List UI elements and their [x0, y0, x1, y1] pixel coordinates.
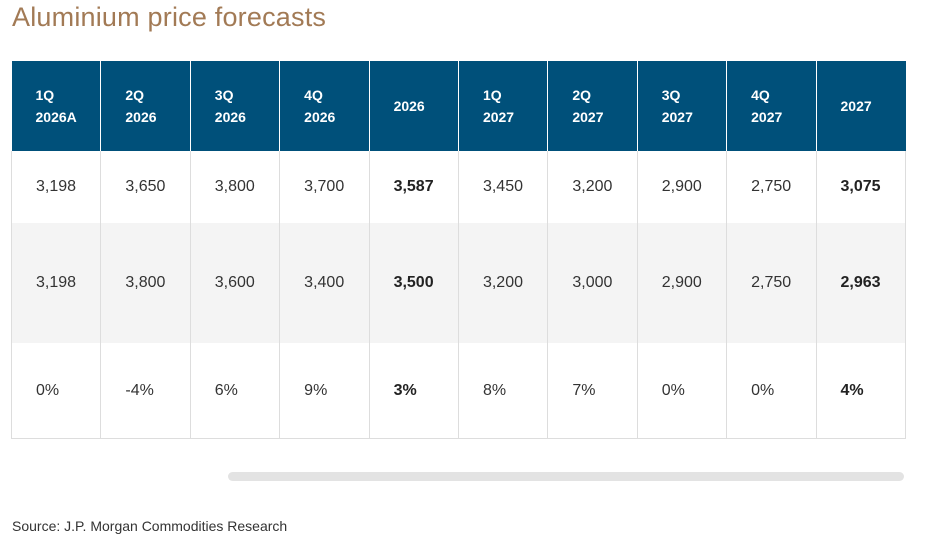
table-cell: 3,450 [458, 151, 549, 223]
column-header-2q-2026: 2Q 2026 [100, 61, 191, 151]
column-header-3q-2027: 3Q 2027 [637, 61, 728, 151]
table-header-row: 1Q 2026A 2Q 2026 3Q 2026 4Q 2026 2026 1Q 2027… [11, 61, 906, 151]
table-cell: 0% [10, 343, 102, 439]
table-cell: 3,700 [279, 151, 370, 223]
column-header-2026: 2026 [369, 61, 459, 151]
table-cell: 3,198 [10, 151, 102, 223]
table-cell: 0% [637, 343, 728, 439]
table-cell: 3,587 [369, 151, 459, 223]
forecast-table: 1Q 2026A 2Q 2026 3Q 2026 4Q 2026 2026 1Q 2027… [10, 61, 907, 439]
table-cell: 3,500 [369, 223, 459, 343]
table-cell: 3,200 [547, 151, 638, 223]
table-cell: 9% [279, 343, 370, 439]
table-cell: 2,900 [637, 223, 728, 343]
table-cell: 0% [726, 343, 817, 439]
table-cell: 2,750 [726, 151, 817, 223]
source-note: Source: J.P. Morgan Commodities Research [12, 518, 288, 534]
table-cell: 3% [369, 343, 459, 439]
table-cell: 7% [547, 343, 638, 439]
table-cell: 3,650 [100, 151, 191, 223]
table-row: 0% -4% 6% 9% 3% 8% 7% 0% 0% 4% [10, 343, 907, 439]
horizontal-scrollbar[interactable] [228, 472, 904, 481]
table-cell: 2,900 [637, 151, 728, 223]
column-header-2q-2027: 2Q 2027 [547, 61, 638, 151]
table-cell: 3,198 [10, 223, 102, 343]
table-cell: 3,400 [279, 223, 370, 343]
column-header-4q-2026: 4Q 2026 [279, 61, 370, 151]
table-cell: 3,800 [100, 223, 191, 343]
table-cell: 3,200 [458, 223, 549, 343]
page-title: Aluminium price forecasts [12, 2, 327, 32]
table-cell: -4% [100, 343, 191, 439]
column-header-1q-2026a: 1Q 2026A [11, 61, 102, 151]
column-header-3q-2026: 3Q 2026 [190, 61, 281, 151]
column-header-4q-2027: 4Q 2027 [726, 61, 817, 151]
table-cell: 2,963 [816, 223, 907, 343]
table-cell: 3,075 [816, 151, 907, 223]
table-cell: 3,800 [190, 151, 281, 223]
table-cell: 8% [458, 343, 549, 439]
table-row: 3,198 3,650 3,800 3,700 3,587 3,450 3,20… [10, 151, 907, 223]
table-cell: 4% [816, 343, 907, 439]
table-cell: 3,000 [547, 223, 638, 343]
table-cell: 3,600 [190, 223, 281, 343]
table-row: 3,198 3,800 3,600 3,400 3,500 3,200 3,00… [10, 223, 907, 343]
table-cell: 2,750 [726, 223, 817, 343]
column-header-2027: 2027 [816, 61, 906, 151]
table-cell: 6% [190, 343, 281, 439]
column-header-1q-2027: 1Q 2027 [458, 61, 549, 151]
